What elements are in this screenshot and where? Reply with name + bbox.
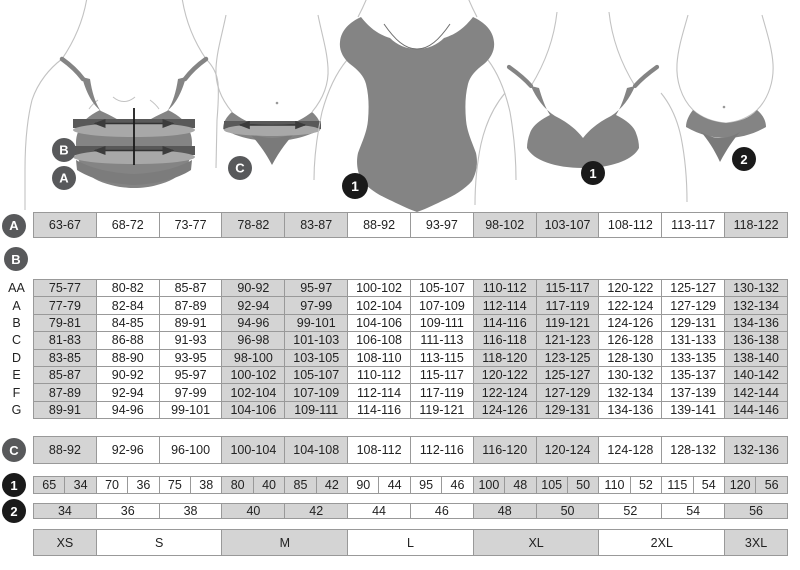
svg-text:A: A: [59, 171, 69, 186]
svg-text:1: 1: [351, 178, 359, 194]
svg-text:B: B: [59, 143, 68, 158]
svg-text:2: 2: [740, 152, 747, 167]
svg-text:C: C: [235, 161, 245, 176]
svg-text:1: 1: [589, 166, 596, 181]
